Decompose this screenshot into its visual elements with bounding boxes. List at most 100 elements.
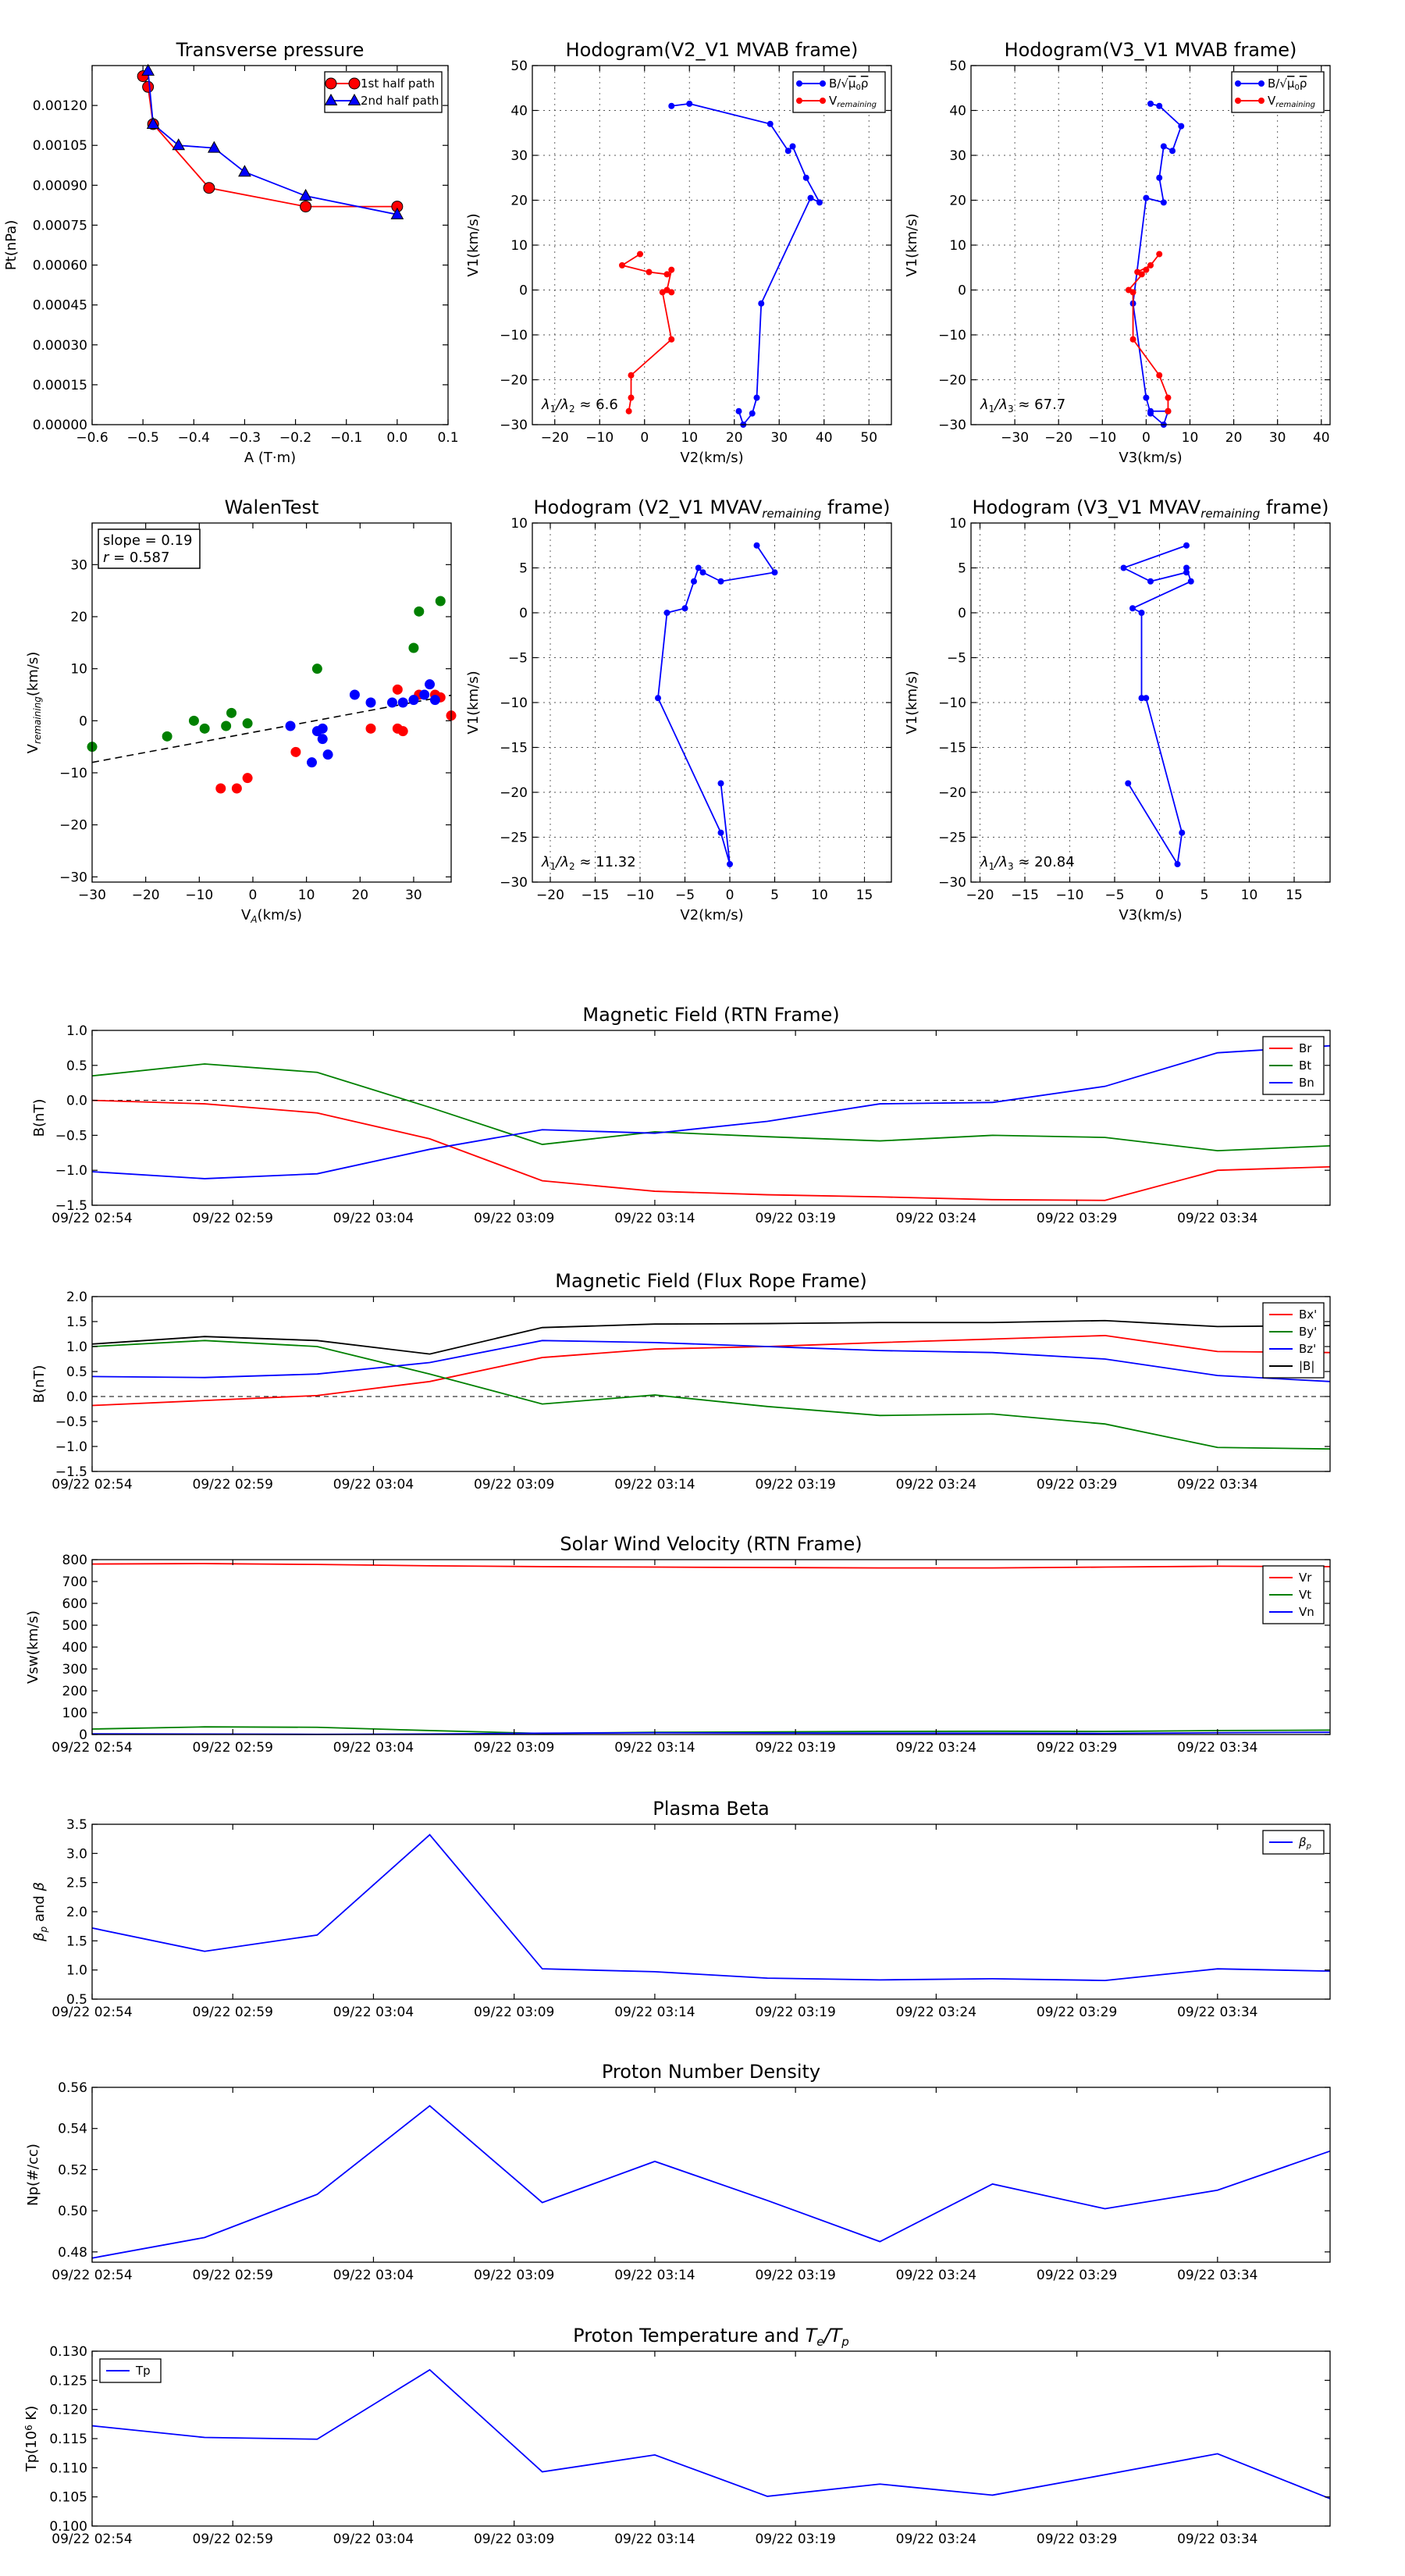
y-tick-label: 600 <box>62 1596 87 1612</box>
legend-label: B/√μ0ρ <box>829 76 868 92</box>
x-tick-label: 09/22 03:29 <box>1037 2268 1117 2283</box>
data-layer <box>91 2368 1331 2500</box>
legend-label: 2nd half path <box>361 94 439 108</box>
series-line-bn <box>91 1044 1331 1179</box>
x-tick-label: 09/22 03:34 <box>1177 2532 1257 2547</box>
eigenvalue-ratio-annotation: λ1/λ2 ≈ 6.6 <box>541 397 618 415</box>
y-tick-label: −5 <box>508 651 528 667</box>
data-point <box>655 695 661 702</box>
data-point <box>717 578 724 585</box>
scatter-point <box>408 642 419 653</box>
chart-solar-wind-velocity: 09/22 02:54 09/22 02:59 09/22 03:04 09/22 0… <box>25 1533 1331 1756</box>
data-point <box>1147 100 1154 107</box>
y-tick-label: −1.0 <box>55 1163 87 1179</box>
data-point <box>749 410 756 417</box>
scatter-point <box>419 689 430 700</box>
x-tick-label: 09/22 03:24 <box>896 1477 976 1493</box>
x-tick-label: −30 <box>78 888 106 903</box>
legend-marker <box>1235 98 1241 104</box>
chart-title: Magnetic Field (Flux Rope Frame) <box>555 1270 866 1292</box>
y-axis-label: V1(km/s) <box>904 213 920 276</box>
x-tick-label: 09/22 03:09 <box>474 1477 554 1493</box>
x-tick-label: −30 <box>1001 430 1029 446</box>
data-layer <box>87 596 457 794</box>
data-point <box>668 102 675 109</box>
data-point <box>686 100 693 107</box>
y-tick-label: 1.0 <box>66 1023 87 1039</box>
y-tick-label: 0 <box>519 283 528 299</box>
series-line-0 <box>657 545 777 865</box>
data-point <box>300 201 312 213</box>
chart-title: WalenTest <box>225 496 319 518</box>
legend-label: Vr <box>1299 1571 1312 1585</box>
y-tick-label: −30 <box>938 875 966 891</box>
y-tick-label: 500 <box>62 1618 87 1634</box>
data-point <box>141 63 155 76</box>
x-tick-label: 09/22 03:29 <box>1037 1477 1117 1493</box>
legend-label: Vt <box>1299 1588 1311 1602</box>
y-axis-label: Pt(nPa) <box>3 220 20 270</box>
scatter-point <box>162 731 173 742</box>
data-point <box>784 148 791 155</box>
y-tick-label: 10 <box>949 238 966 254</box>
chart-title: Magnetic Field (RTN Frame) <box>582 1004 839 1026</box>
y-tick-label: 30 <box>510 148 528 164</box>
series-line-tp <box>91 2368 1331 2500</box>
y-axis-label: B(nT) <box>31 1365 48 1404</box>
chart-hodogram-v2-mvav: −20 −15 −10 −5 0 5 10 15 −30 −25 −20 −15 −10 −5 0 5 10 Ho… <box>465 496 892 923</box>
scatter-point <box>199 723 210 734</box>
data-point <box>1160 199 1167 206</box>
y-tick-label: 0.00075 <box>33 218 87 233</box>
y-tick-label: 0 <box>958 283 966 299</box>
y-tick-label: 2.0 <box>66 1290 87 1305</box>
legend-label: 1st half path <box>361 76 435 91</box>
legend-marker <box>820 80 826 87</box>
data-point <box>646 269 653 276</box>
data-point <box>1178 123 1185 130</box>
x-tick-label: 09/22 03:19 <box>755 2005 835 2020</box>
data-point <box>390 207 404 219</box>
data-point <box>1129 605 1136 612</box>
x-tick-label: 09/22 03:04 <box>333 1211 414 1226</box>
y-tick-label: 0.00060 <box>33 258 87 274</box>
series-line-by <box>91 1340 1331 1450</box>
chart-title: Hodogram(V3_V1 MVAB frame) <box>1005 39 1297 61</box>
y-axis-label: B(nT) <box>31 1099 48 1137</box>
x-tick-label: 09/22 03:09 <box>474 2532 554 2547</box>
x-tick-label: 50 <box>860 430 877 446</box>
x-tick-label: −10 <box>585 430 614 446</box>
data-point <box>1160 143 1167 150</box>
x-tick-label: −5 <box>675 888 695 903</box>
y-tick-label: −20 <box>938 785 966 801</box>
data-point <box>1165 394 1172 401</box>
x-tick-label: 09/22 03:24 <box>896 1211 976 1226</box>
y-tick-label: 400 <box>62 1640 87 1656</box>
x-tick-label: 09/22 03:19 <box>755 1477 835 1493</box>
scatter-point <box>425 679 436 690</box>
plot-area <box>92 1824 1330 1999</box>
y-axis-label: Np(#/cc) <box>25 2144 41 2206</box>
data-point <box>771 569 778 576</box>
data-point <box>767 120 774 127</box>
y-tick-label: 100 <box>62 1706 87 1721</box>
chart-transverse-pressure: −0.6 −0.5 −0.4 −0.3 −0.2 −0.1 0.0 0.1 0.00000 0.0… <box>3 39 459 466</box>
x-tick-label: 0.0 <box>386 430 407 446</box>
y-tick-label: 0.5 <box>66 1059 87 1074</box>
chart-proton-density: 09/22 02:54 09/22 02:59 09/22 03:04 09/22 0… <box>25 2061 1331 2283</box>
chart-hodogram-v3-mvab: −30 −20 −10 0 10 20 30 40 −30 −20 −10 0 10 20 30 40 50 Ho… <box>904 39 1331 466</box>
y-tick-label: 5 <box>519 561 528 577</box>
data-point <box>1143 695 1150 702</box>
data-layer <box>91 1044 1331 1201</box>
x-tick-label: 10 <box>681 430 698 446</box>
legend-marker <box>348 77 361 90</box>
y-tick-label: −20 <box>500 373 528 389</box>
legend-label: Br <box>1299 1041 1312 1055</box>
y-tick-label: 20 <box>510 194 528 209</box>
legend-label: |B| <box>1299 1359 1314 1373</box>
x-tick-label: 09/22 03:09 <box>474 2268 554 2283</box>
data-point <box>238 165 251 177</box>
y-tick-label: −5 <box>947 651 966 667</box>
chart-title: Solar Wind Velocity (RTN Frame) <box>560 1533 862 1555</box>
y-tick-label: 2.5 <box>66 1876 87 1891</box>
